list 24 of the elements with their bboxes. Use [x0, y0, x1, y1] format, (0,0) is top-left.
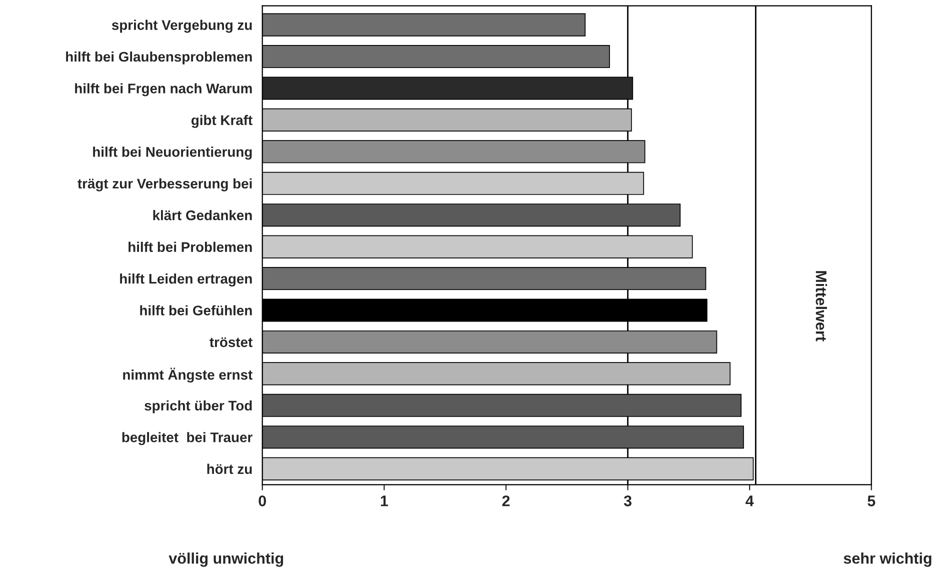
y-tick-label: begleitet bei Trauer — [122, 432, 252, 446]
x-tick-label: 3 — [624, 496, 632, 506]
x-tick-label: 1 — [380, 496, 388, 506]
y-tick-label: hilft bei Gefühlen — [140, 305, 252, 316]
y-tick-label: hört zu — [207, 464, 252, 474]
y-tick-label: tröstet — [210, 337, 252, 348]
y-tick-label: hilft bei Frgen nach Warum — [75, 83, 252, 96]
y-tick-label: trägt zur Verbesserung bei — [78, 178, 252, 192]
text: völlig unwichtig — [168, 552, 284, 567]
x-tick-label: 2 — [502, 496, 510, 506]
annotation: Mittelwert — [816, 271, 827, 342]
y-tick-label: nimmt Ängste ernst — [123, 368, 252, 383]
text: sehr wichtig — [844, 552, 932, 567]
y-tick-label: hilft bei Problemen — [128, 242, 252, 252]
y-tick-label: hilft bei Glaubensproblemen — [66, 51, 252, 64]
y-tick-label: hilft Leiden ertragen — [120, 273, 252, 286]
y-tick-label: spricht über Tod — [144, 400, 252, 414]
y-tick-label: spricht Vergebung zu — [112, 20, 252, 33]
y-tick-label: klärt Gedanken — [153, 210, 252, 220]
y-tick-label: gibt Kraft — [191, 114, 252, 128]
y-tick-label: hilft bei Neuorientierung — [93, 146, 252, 160]
x-tick-label: 4 — [746, 496, 754, 506]
x-tick-label: 5 — [868, 496, 876, 506]
x-tick-label: 0 — [258, 496, 266, 506]
